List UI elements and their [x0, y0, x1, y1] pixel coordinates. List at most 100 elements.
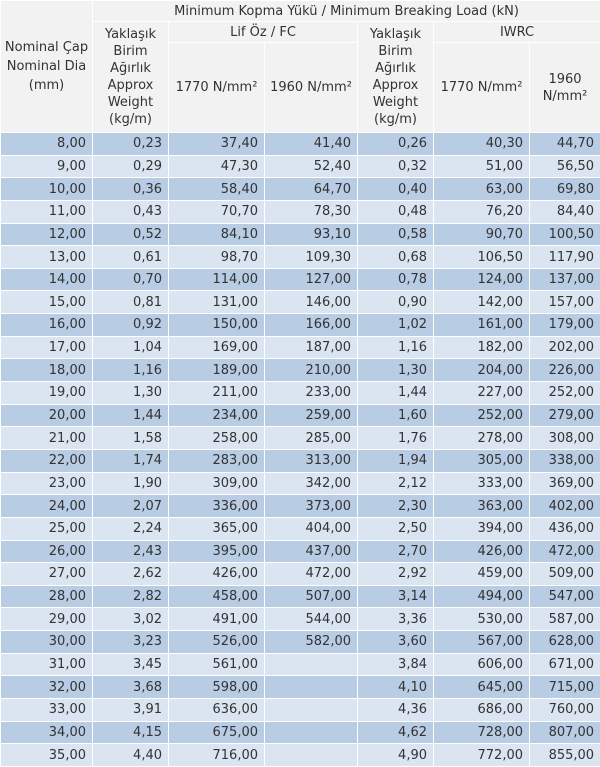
fc-1770-cell: 598,00: [169, 676, 265, 699]
weight-fc-header: Yaklaşık Birim Ağırlık Approx Weight (kg…: [93, 22, 169, 133]
iwrc-1770-cell: 772,00: [434, 744, 530, 767]
weight-fc-cell: 0,70: [93, 268, 169, 291]
weight-iwrc-cell: 3,84: [358, 653, 434, 676]
iwrc-1960-cell: 369,00: [530, 472, 600, 495]
table-header: Nominal Çap Nominal Dia (mm) Minimum Kop…: [1, 1, 600, 133]
iwrc-1770-cell: 204,00: [434, 359, 530, 382]
iwrc-1960-cell: 472,00: [530, 540, 600, 563]
nominal-dia-cell: 21,00: [1, 427, 93, 450]
fc-1960-cell: 127,00: [265, 268, 358, 291]
fc-1960-cell: [265, 744, 358, 767]
fc-1960-cell: 93,10: [265, 223, 358, 246]
fc-1770-cell: 309,00: [169, 472, 265, 495]
weight-fc-cell: 2,07: [93, 495, 169, 518]
nominal-dia-cell: 8,00: [1, 133, 93, 156]
nominal-dia-cell: 34,00: [1, 721, 93, 744]
fc-1770-header: 1770 N/mm²: [169, 43, 265, 133]
weight-iwrc-header: Yaklaşık Birim Ağırlık Approx Weight (kg…: [358, 22, 434, 133]
fc-1770-cell: 58,40: [169, 178, 265, 201]
fc-1960-cell: 313,00: [265, 449, 358, 472]
iwrc-1960-cell: 807,00: [530, 721, 600, 744]
weight-fc-cell: 2,82: [93, 585, 169, 608]
fc-1770-cell: 150,00: [169, 314, 265, 337]
weight-iwrc-cell: 0,68: [358, 246, 434, 269]
nominal-dia-cell: 11,00: [1, 200, 93, 223]
weight-fc-cell: 3,02: [93, 608, 169, 631]
iwrc-1770-cell: 106,50: [434, 246, 530, 269]
fc-1770-cell: 84,10: [169, 223, 265, 246]
iwrc-1770-header: 1770 N/mm²: [434, 43, 530, 133]
weight-fc-cell: 4,40: [93, 744, 169, 767]
fc-1960-cell: 404,00: [265, 517, 358, 540]
weight-fc-cell: 2,43: [93, 540, 169, 563]
nominal-dia-cell: 17,00: [1, 336, 93, 359]
fc-1960-cell: 507,00: [265, 585, 358, 608]
iwrc-1960-cell: 117,90: [530, 246, 600, 269]
weight-iwrc-cell: 2,30: [358, 495, 434, 518]
iwrc-1770-cell: 227,00: [434, 382, 530, 405]
iwrc-1960-cell: 226,00: [530, 359, 600, 382]
iwrc-1960-cell: 279,00: [530, 404, 600, 427]
fc-1960-cell: [265, 676, 358, 699]
iwrc-1960-cell: 671,00: [530, 653, 600, 676]
weight-fc-cell: 3,68: [93, 676, 169, 699]
nominal-dia-cell: 23,00: [1, 472, 93, 495]
iwrc-1770-cell: 142,00: [434, 291, 530, 314]
iwrc-1770-cell: 645,00: [434, 676, 530, 699]
fc-1960-cell: [265, 653, 358, 676]
iwrc-1770-cell: 333,00: [434, 472, 530, 495]
nominal-dia-cell: 32,00: [1, 676, 93, 699]
weight-fc-cell: 0,36: [93, 178, 169, 201]
nominal-dia-cell: 30,00: [1, 631, 93, 654]
weight-iwrc-cell: 0,48: [358, 200, 434, 223]
fc-1770-cell: 336,00: [169, 495, 265, 518]
weight-iwrc-cell: 1,02: [358, 314, 434, 337]
fc-1960-cell: 187,00: [265, 336, 358, 359]
fc-1770-cell: 675,00: [169, 721, 265, 744]
iwrc-1770-cell: 124,00: [434, 268, 530, 291]
fc-1770-cell: 189,00: [169, 359, 265, 382]
fc-group-header: Lif Öz / FC: [169, 22, 358, 43]
iwrc-1960-cell: 628,00: [530, 631, 600, 654]
weight-fc-cell: 0,23: [93, 133, 169, 156]
nominal-dia-cell: 31,00: [1, 653, 93, 676]
fc-1770-cell: 98,70: [169, 246, 265, 269]
weight-fc-cell: 1,44: [93, 404, 169, 427]
fc-1770-cell: 234,00: [169, 404, 265, 427]
iwrc-1770-cell: 182,00: [434, 336, 530, 359]
iwrc-1770-cell: 76,20: [434, 200, 530, 223]
weight-iwrc-cell: 0,32: [358, 155, 434, 178]
fc-1960-cell: 472,00: [265, 563, 358, 586]
fc-1770-cell: 37,40: [169, 133, 265, 156]
weight-iwrc-cell: 3,60: [358, 631, 434, 654]
fc-1770-cell: 258,00: [169, 427, 265, 450]
iwrc-1770-cell: 63,00: [434, 178, 530, 201]
iwrc-1960-cell: 157,00: [530, 291, 600, 314]
iwrc-1770-cell: 278,00: [434, 427, 530, 450]
iwrc-1960-cell: 715,00: [530, 676, 600, 699]
iwrc-1770-cell: 252,00: [434, 404, 530, 427]
weight-fc-cell: 1,16: [93, 359, 169, 382]
fc-1770-cell: 491,00: [169, 608, 265, 631]
iwrc-1770-cell: 161,00: [434, 314, 530, 337]
fc-1770-cell: 561,00: [169, 653, 265, 676]
weight-fc-cell: 0,61: [93, 246, 169, 269]
weight-iwrc-cell: 4,62: [358, 721, 434, 744]
iwrc-1960-cell: 44,70: [530, 133, 600, 156]
iwrc-1770-cell: 606,00: [434, 653, 530, 676]
fc-1770-cell: 131,00: [169, 291, 265, 314]
fc-1960-cell: 373,00: [265, 495, 358, 518]
weight-iwrc-cell: 1,30: [358, 359, 434, 382]
weight-fc-cell: 1,90: [93, 472, 169, 495]
